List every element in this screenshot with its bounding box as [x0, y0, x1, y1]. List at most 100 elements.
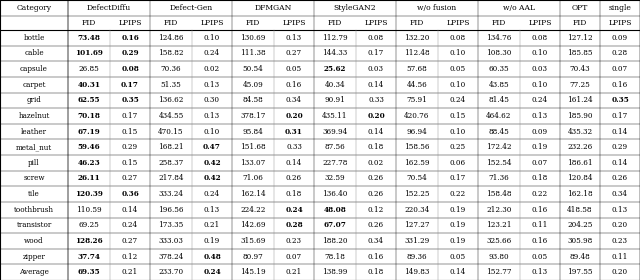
- Text: LPIPS: LPIPS: [446, 19, 470, 27]
- Text: 0.05: 0.05: [532, 253, 548, 261]
- Text: 48.08: 48.08: [324, 206, 346, 214]
- Text: 0.16: 0.16: [532, 206, 548, 214]
- Text: 172.42: 172.42: [486, 143, 512, 151]
- Text: 0.11: 0.11: [532, 221, 548, 229]
- Text: FID: FID: [492, 19, 506, 27]
- Text: 420.76: 420.76: [404, 112, 429, 120]
- Text: Category: Category: [17, 4, 51, 12]
- Text: 84.58: 84.58: [243, 96, 264, 104]
- Text: 0.42: 0.42: [203, 159, 221, 167]
- Text: 0.05: 0.05: [450, 65, 466, 73]
- Text: 77.25: 77.25: [570, 81, 590, 89]
- Text: 127.12: 127.12: [567, 34, 593, 42]
- Text: 0.17: 0.17: [368, 50, 384, 57]
- Text: 0.13: 0.13: [532, 112, 548, 120]
- Text: 434.55: 434.55: [158, 112, 184, 120]
- Text: 50.54: 50.54: [243, 65, 264, 73]
- Text: 0.08: 0.08: [121, 65, 139, 73]
- Text: 70.54: 70.54: [406, 174, 428, 183]
- Text: leather: leather: [21, 128, 47, 136]
- Text: FID: FID: [328, 19, 342, 27]
- Text: 134.76: 134.76: [486, 34, 512, 42]
- Text: 0.14: 0.14: [286, 159, 302, 167]
- Text: 418.58: 418.58: [567, 206, 593, 214]
- Text: 168.21: 168.21: [158, 143, 184, 151]
- Text: w/o AAL: w/o AAL: [503, 4, 535, 12]
- Text: DFMGAN: DFMGAN: [254, 4, 292, 12]
- Text: 0.14: 0.14: [450, 268, 466, 276]
- Text: StyleGAN2: StyleGAN2: [333, 4, 376, 12]
- Text: FID: FID: [246, 19, 260, 27]
- Text: 95.84: 95.84: [243, 128, 264, 136]
- Text: 0.09: 0.09: [532, 128, 548, 136]
- Text: 0.14: 0.14: [612, 128, 628, 136]
- Text: 128.26: 128.26: [75, 237, 103, 245]
- Text: 120.39: 120.39: [75, 190, 103, 198]
- Text: 124.86: 124.86: [158, 34, 184, 42]
- Text: 43.85: 43.85: [489, 81, 509, 89]
- Text: 0.21: 0.21: [122, 268, 138, 276]
- Text: 0.06: 0.06: [450, 159, 466, 167]
- Text: 0.17: 0.17: [121, 81, 139, 89]
- Text: 0.14: 0.14: [612, 159, 628, 167]
- Text: 80.97: 80.97: [243, 253, 264, 261]
- Text: 0.20: 0.20: [367, 112, 385, 120]
- Text: 0.10: 0.10: [204, 128, 220, 136]
- Text: 0.15: 0.15: [122, 128, 138, 136]
- Text: 59.46: 59.46: [77, 143, 100, 151]
- Text: 26.85: 26.85: [79, 65, 99, 73]
- Text: bottle: bottle: [23, 34, 45, 42]
- Text: 136.62: 136.62: [158, 96, 184, 104]
- Text: 185.85: 185.85: [567, 50, 593, 57]
- Text: 158.56: 158.56: [404, 143, 429, 151]
- Text: 73.48: 73.48: [77, 34, 100, 42]
- Text: 0.26: 0.26: [612, 174, 628, 183]
- Text: 0.14: 0.14: [122, 206, 138, 214]
- Text: 142.69: 142.69: [240, 221, 266, 229]
- Text: toothbrush: toothbrush: [14, 206, 54, 214]
- Text: 369.94: 369.94: [323, 128, 348, 136]
- Text: LPIPS: LPIPS: [364, 19, 388, 27]
- Text: 435.11: 435.11: [323, 112, 348, 120]
- Text: 0.08: 0.08: [368, 34, 384, 42]
- Text: 0.21: 0.21: [286, 268, 302, 276]
- Text: 151.68: 151.68: [240, 143, 266, 151]
- Text: 0.07: 0.07: [532, 159, 548, 167]
- Text: 0.19: 0.19: [532, 143, 548, 151]
- Text: grid: grid: [27, 96, 42, 104]
- Text: 0.03: 0.03: [532, 65, 548, 73]
- Text: hazelnut: hazelnut: [19, 112, 50, 120]
- Text: 0.19: 0.19: [450, 237, 466, 245]
- Text: 0.29: 0.29: [121, 50, 139, 57]
- Text: metal_nut: metal_nut: [16, 143, 52, 151]
- Text: 162.18: 162.18: [567, 190, 593, 198]
- Text: 0.23: 0.23: [612, 237, 628, 245]
- Text: 0.17: 0.17: [612, 112, 628, 120]
- Text: 0.24: 0.24: [203, 268, 221, 276]
- Text: 435.32: 435.32: [568, 128, 593, 136]
- Text: 89.48: 89.48: [570, 253, 590, 261]
- Text: 0.20: 0.20: [612, 221, 628, 229]
- Text: 26.11: 26.11: [77, 174, 100, 183]
- Text: single: single: [609, 4, 632, 12]
- Text: 67.19: 67.19: [77, 128, 100, 136]
- Text: 0.05: 0.05: [286, 65, 302, 73]
- Text: 0.09: 0.09: [612, 34, 628, 42]
- Text: 0.34: 0.34: [286, 96, 302, 104]
- Text: 37.74: 37.74: [77, 253, 100, 261]
- Text: 152.77: 152.77: [486, 268, 512, 276]
- Text: 0.42: 0.42: [203, 174, 221, 183]
- Text: 0.21: 0.21: [204, 221, 220, 229]
- Text: 127.27: 127.27: [404, 221, 429, 229]
- Text: 470.15: 470.15: [158, 128, 184, 136]
- Text: 111.38: 111.38: [240, 50, 266, 57]
- Text: 378.24: 378.24: [158, 253, 184, 261]
- Text: Average: Average: [19, 268, 49, 276]
- Text: 0.29: 0.29: [122, 143, 138, 151]
- Text: 0.19: 0.19: [204, 237, 220, 245]
- Text: 0.14: 0.14: [368, 81, 384, 89]
- Text: 0.34: 0.34: [368, 237, 384, 245]
- Text: 464.62: 464.62: [486, 112, 512, 120]
- Text: 87.56: 87.56: [324, 143, 346, 151]
- Text: w/o fusion: w/o fusion: [417, 4, 456, 12]
